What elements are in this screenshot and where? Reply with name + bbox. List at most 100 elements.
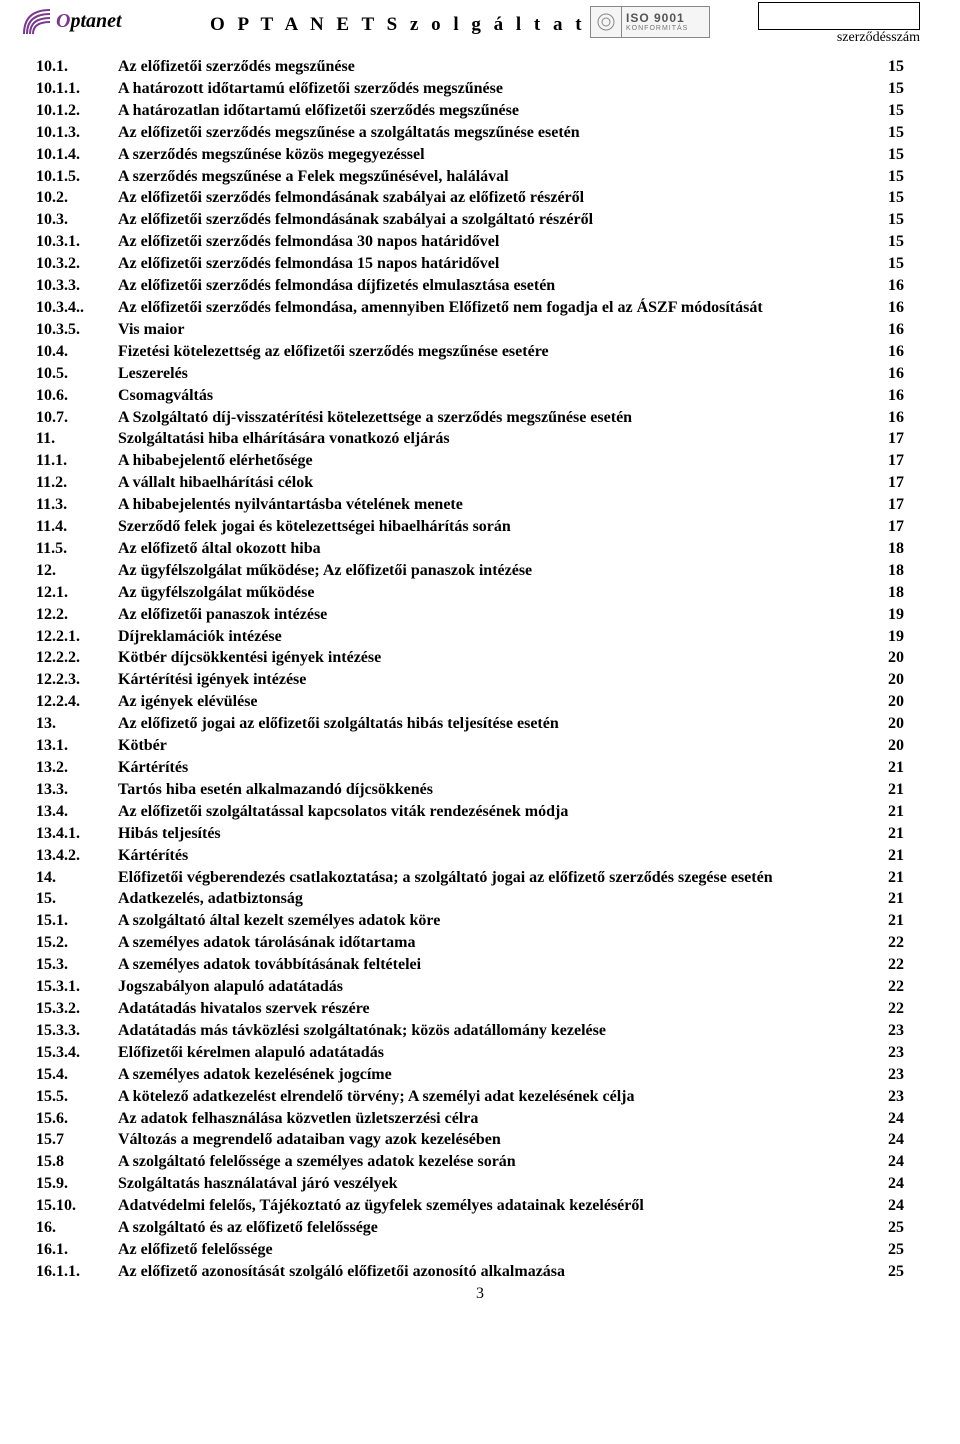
toc-page: 20 — [868, 669, 904, 691]
contract-number-box — [758, 2, 920, 30]
toc-number: 11.4. — [36, 516, 118, 538]
toc-title: Szerződő felek jogai és kötelezettségei … — [118, 516, 868, 538]
toc-page: 23 — [868, 1020, 904, 1042]
toc-row: 10.7.A Szolgáltató díj-visszatérítési kö… — [36, 407, 904, 429]
toc-title: Változás a megrendelő adataiban vagy azo… — [118, 1129, 868, 1151]
toc-title: A szolgáltató és az előfizető felelősség… — [118, 1217, 868, 1239]
toc-row: 15.10.Adatvédelmi felelős, Tájékoztató a… — [36, 1195, 904, 1217]
toc-title: Kártérítés — [118, 845, 868, 867]
toc-title: Fizetési kötelezettség az előfizetői sze… — [118, 341, 868, 363]
toc-number: 10.1.3. — [36, 122, 118, 144]
toc-page: 20 — [868, 691, 904, 713]
toc-row: 10.4.Fizetési kötelezettség az előfizető… — [36, 341, 904, 363]
toc-page: 15 — [868, 78, 904, 100]
toc-row: 10.1.5.A szerződés megszűnése a Felek me… — [36, 166, 904, 188]
page-header: Optanet O P T A N E T S z o l g á l t a … — [0, 0, 960, 52]
toc-number: 10.4. — [36, 341, 118, 363]
toc-row: 12.2.1.Díjreklamációk intézése19 — [36, 626, 904, 648]
toc-row: 10.1.3.Az előfizetői szerződés megszűnés… — [36, 122, 904, 144]
toc-page: 16 — [868, 363, 904, 385]
toc-title: Az előfizető felelőssége — [118, 1239, 868, 1261]
toc-row: 15.4.A személyes adatok kezelésének jogc… — [36, 1064, 904, 1086]
logo-icon — [20, 4, 54, 38]
toc-number: 15.1. — [36, 910, 118, 932]
toc-number: 13.3. — [36, 779, 118, 801]
toc-page: 16 — [868, 275, 904, 297]
toc-number: 10.6. — [36, 385, 118, 407]
toc-row: 10.3.2.Az előfizetői szerződés felmondás… — [36, 253, 904, 275]
toc-number: 11. — [36, 428, 118, 450]
toc-page: 17 — [868, 450, 904, 472]
toc-title: Az előfizetői szerződés megszűnése a szo… — [118, 122, 868, 144]
toc-number: 15.3.3. — [36, 1020, 118, 1042]
toc-page: 16 — [868, 341, 904, 363]
iso-line2: KONFORMITÁS — [626, 25, 688, 33]
toc-page: 17 — [868, 472, 904, 494]
toc-page: 15 — [868, 144, 904, 166]
iso-badge: ISO 9001 KONFORMITÁS — [590, 6, 710, 38]
toc-number: 10.3.3. — [36, 275, 118, 297]
toc-title: Leszerelés — [118, 363, 868, 385]
toc-row: 10.2.Az előfizetői szerződés felmondásán… — [36, 187, 904, 209]
toc-title: Jogszabályon alapuló adatátadás — [118, 976, 868, 998]
toc-page: 20 — [868, 713, 904, 735]
toc-page: 25 — [868, 1261, 904, 1283]
toc-row: 10.1.4.A szerződés megszűnése közös mege… — [36, 144, 904, 166]
toc-title: Az ügyfélszolgálat működése; Az előfizet… — [118, 560, 868, 582]
toc-title: Kártérítési igények intézése — [118, 669, 868, 691]
toc-page: 15 — [868, 122, 904, 144]
toc-page: 21 — [868, 757, 904, 779]
page-number: 3 — [0, 1283, 960, 1303]
toc-row: 15.2.A személyes adatok tárolásának időt… — [36, 932, 904, 954]
toc-number: 10.5. — [36, 363, 118, 385]
toc-title: Az ügyfélszolgálat működése — [118, 582, 868, 604]
toc-row: 13.4.Az előfizetői szolgáltatással kapcs… — [36, 801, 904, 823]
toc-row: 16.1.1.Az előfizető azonosítását szolgál… — [36, 1261, 904, 1283]
toc-number: 10.7. — [36, 407, 118, 429]
toc-row: 11.2.A vállalt hibaelhárítási célok17 — [36, 472, 904, 494]
toc-page: 21 — [868, 845, 904, 867]
toc-page: 21 — [868, 867, 904, 889]
toc-number: 12.2.4. — [36, 691, 118, 713]
toc-number: 14. — [36, 867, 118, 889]
toc-title: Az előfizetői szerződés felmondásának sz… — [118, 209, 868, 231]
toc-page: 24 — [868, 1173, 904, 1195]
toc-title: A hibabejelentő elérhetősége — [118, 450, 868, 472]
toc-row: 11.3.A hibabejelentés nyilvántartásba vé… — [36, 494, 904, 516]
toc-page: 17 — [868, 516, 904, 538]
toc-number: 13.4.1. — [36, 823, 118, 845]
toc-title: Előfizetői végberendezés csatlakoztatása… — [118, 867, 868, 889]
toc-row: 13.4.2.Kártérítés21 — [36, 845, 904, 867]
toc-title: Az előfizetői szerződés felmondása, amen… — [118, 297, 868, 319]
toc-page: 15 — [868, 100, 904, 122]
toc-title: A határozatlan időtartamú előfizetői sze… — [118, 100, 868, 122]
toc-row: 10.3.Az előfizetői szerződés felmondásán… — [36, 209, 904, 231]
logo-text-head: O — [56, 10, 70, 32]
toc-page: 21 — [868, 823, 904, 845]
toc-page: 24 — [868, 1195, 904, 1217]
toc-title: Az igények elévülése — [118, 691, 868, 713]
toc-number: 13.4. — [36, 801, 118, 823]
toc-title: Kötbér díjcsökkentési igények intézése — [118, 647, 868, 669]
toc-number: 10.3.1. — [36, 231, 118, 253]
toc-page: 19 — [868, 604, 904, 626]
toc-title: Előfizetői kérelmen alapuló adatátadás — [118, 1042, 868, 1064]
toc-row: 15.1.A szolgáltató által kezelt személye… — [36, 910, 904, 932]
toc-row: 12.1.Az ügyfélszolgálat működése18 — [36, 582, 904, 604]
toc-title: Kártérítés — [118, 757, 868, 779]
toc-row: 12.Az ügyfélszolgálat működése; Az előfi… — [36, 560, 904, 582]
toc-page: 17 — [868, 428, 904, 450]
toc-title: Az előfizetői szolgáltatással kapcsolato… — [118, 801, 868, 823]
toc-title: Az előfizetői szerződés felmondásának sz… — [118, 187, 868, 209]
toc-number: 11.5. — [36, 538, 118, 560]
toc-title: Adatátadás hivatalos szervek részére — [118, 998, 868, 1020]
toc-page: 18 — [868, 538, 904, 560]
toc-number: 15.2. — [36, 932, 118, 954]
toc-title: Az előfizetői szerződés felmondása díjfi… — [118, 275, 868, 297]
toc-number: 16. — [36, 1217, 118, 1239]
toc-title: A kötelező adatkezelést elrendelő törvén… — [118, 1086, 868, 1108]
toc-row: 15.8A szolgáltató felelőssége a személye… — [36, 1151, 904, 1173]
toc-row: 15.Adatkezelés, adatbiztonság21 — [36, 888, 904, 910]
toc-row: 15.3.1.Jogszabályon alapuló adatátadás22 — [36, 976, 904, 998]
toc-page: 15 — [868, 56, 904, 78]
